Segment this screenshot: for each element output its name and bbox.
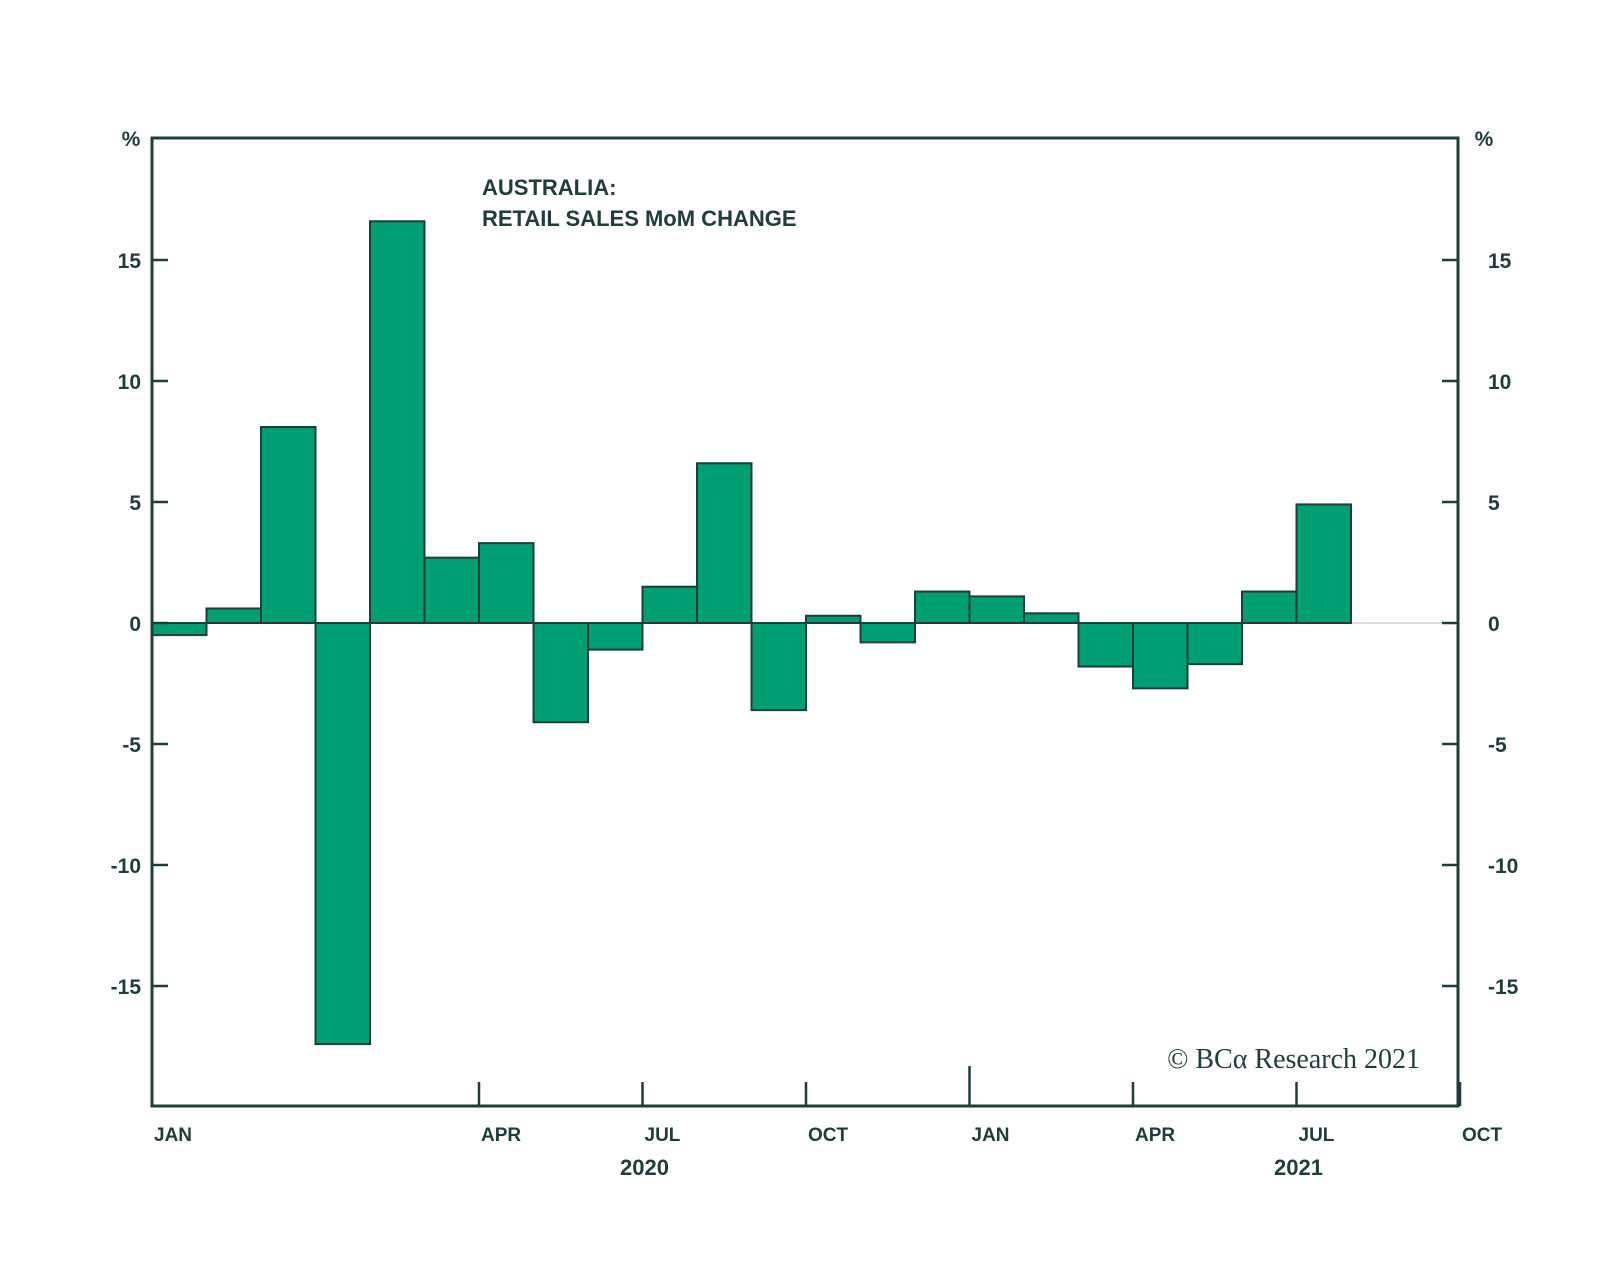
- y-tick-label-left: 0: [129, 613, 141, 636]
- bar: [859, 622, 916, 644]
- right-axis-unit: %: [1475, 128, 1494, 151]
- bar: [369, 220, 426, 624]
- x-tick-label: JUL: [645, 1125, 681, 1146]
- x-tick-label: JUL: [1299, 1125, 1335, 1146]
- bar: [805, 614, 862, 624]
- chart-title-line-2: RETAIL SALES MoM CHANGE: [482, 206, 797, 231]
- x-tick-label: APR: [1135, 1125, 1175, 1146]
- y-tick-label-right: 0: [1488, 613, 1500, 636]
- bar: [151, 622, 208, 637]
- x-tick-label: APR: [481, 1125, 521, 1146]
- y-tick-label-right: -5: [1488, 734, 1507, 757]
- x-year-label: 2021: [1274, 1155, 1323, 1180]
- y-tick-label-left: 5: [129, 492, 141, 515]
- x-tick-label: OCT: [808, 1125, 849, 1146]
- bar: [205, 607, 262, 624]
- bar: [1186, 622, 1243, 666]
- y-tick-label-right: -15: [1488, 976, 1519, 999]
- bar: [532, 622, 589, 724]
- left-axis-unit: %: [122, 128, 141, 151]
- y-tick-label-left: -10: [111, 855, 141, 878]
- x-tick-label: OCT: [1462, 1125, 1503, 1146]
- x-year-label: 2020: [620, 1155, 669, 1180]
- bar: [1023, 612, 1080, 625]
- y-tick-label-left: -5: [122, 734, 141, 757]
- y-tick-label-right: 10: [1488, 371, 1511, 394]
- bar: [968, 595, 1025, 625]
- chart-title-line-1: AUSTRALIA:: [482, 175, 616, 200]
- bar: [260, 425, 317, 625]
- bar: [587, 622, 644, 651]
- y-tick-label-right: 15: [1488, 250, 1512, 273]
- bar: [423, 556, 480, 624]
- x-tick-label: JAN: [154, 1125, 192, 1146]
- bar: [1077, 622, 1134, 668]
- bar: [478, 542, 535, 625]
- bar: [641, 585, 698, 625]
- bar: [1295, 503, 1352, 625]
- y-tick-label-right: 5: [1488, 492, 1500, 515]
- bar: [914, 590, 971, 624]
- y-tick-label-left: 10: [118, 371, 141, 394]
- y-tick-label-left: 15: [118, 250, 142, 273]
- bar: [314, 622, 371, 1046]
- x-tick-label: JAN: [972, 1125, 1010, 1146]
- bar: [696, 462, 753, 624]
- bar: [1132, 622, 1189, 690]
- bar: [750, 622, 807, 712]
- y-tick-label-right: -10: [1488, 855, 1518, 878]
- y-tick-label-left: -15: [111, 976, 142, 999]
- bar: [1241, 590, 1298, 624]
- copyright-label: © BCα Research 2021: [1167, 1044, 1420, 1075]
